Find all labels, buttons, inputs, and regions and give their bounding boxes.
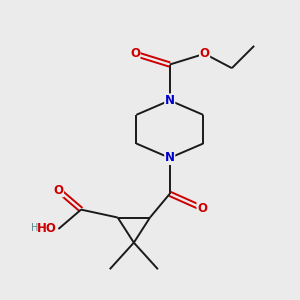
Text: N: N (165, 94, 175, 107)
Text: O: O (130, 47, 140, 60)
Text: O: O (197, 202, 207, 215)
Text: O: O (200, 47, 210, 60)
Text: HO: HO (37, 223, 57, 236)
Text: O: O (53, 184, 63, 197)
Text: N: N (165, 152, 175, 164)
Text: H: H (32, 223, 39, 233)
